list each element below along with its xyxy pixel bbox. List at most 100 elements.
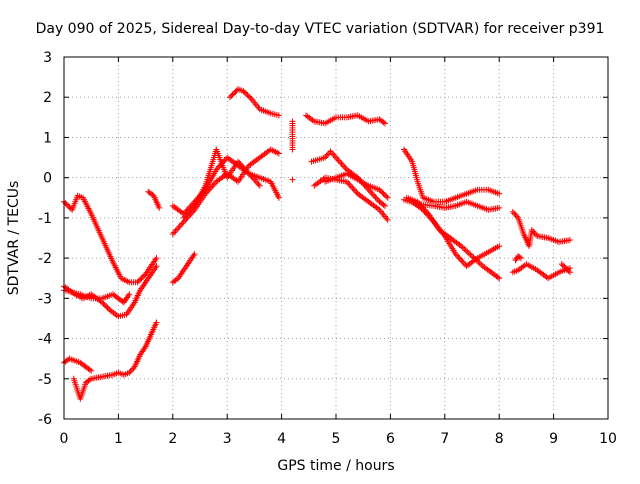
data-point — [243, 90, 250, 97]
series-track-a — [61, 192, 160, 286]
series-track-d — [61, 355, 95, 374]
data-point — [86, 376, 93, 383]
data-point — [100, 300, 107, 307]
data-point — [240, 88, 247, 95]
series-track-x — [512, 253, 524, 264]
series-track-r — [401, 146, 503, 205]
data-point — [289, 146, 296, 153]
data-point — [134, 279, 141, 286]
data-point — [379, 189, 386, 196]
data-point — [275, 194, 282, 201]
data-point — [380, 190, 387, 197]
data-point — [105, 306, 112, 313]
y-tick-label: -5 — [38, 372, 52, 388]
data-point — [517, 255, 524, 262]
y-tick-label: 2 — [43, 90, 52, 106]
x-tick-label: 6 — [386, 431, 395, 447]
series-track-k — [226, 86, 282, 119]
data-point — [380, 201, 387, 208]
plot-frame — [63, 56, 609, 420]
series-track-i — [180, 146, 263, 221]
data-point — [560, 262, 567, 269]
y-tick-label: 1 — [43, 130, 52, 146]
series-track-n — [303, 112, 388, 127]
y-tick-label: -3 — [38, 291, 52, 307]
data-point — [101, 302, 108, 309]
y-tick-label: -2 — [38, 251, 52, 267]
data-point — [135, 277, 142, 284]
data-point — [377, 188, 384, 195]
data-point — [88, 367, 95, 374]
data-point — [104, 304, 111, 311]
data-point — [228, 92, 235, 99]
x-tick-label: 4 — [277, 431, 286, 447]
data-point — [153, 255, 160, 262]
y-tick-label: 3 — [43, 50, 52, 66]
series-track-w — [509, 261, 573, 282]
data-point — [63, 201, 70, 208]
data-point — [191, 251, 198, 258]
data-point — [564, 266, 571, 273]
data-point — [494, 274, 501, 281]
data-point — [561, 263, 568, 270]
x-tick-label: 10 — [599, 431, 617, 447]
data-point — [153, 319, 160, 326]
data-point — [275, 112, 282, 119]
x-tick-label: 1 — [114, 431, 123, 447]
data-point — [66, 204, 73, 211]
data-point — [232, 88, 239, 95]
y-tick-label: -1 — [38, 211, 52, 227]
x-tick-label: 5 — [332, 431, 341, 447]
data-point — [229, 91, 236, 98]
y-tick-label: -6 — [38, 412, 52, 428]
data-point — [156, 204, 163, 211]
data-point — [380, 119, 387, 126]
data-point — [137, 276, 144, 283]
x-tick-label: 2 — [168, 431, 177, 447]
data-point — [381, 202, 388, 209]
data-point — [139, 273, 146, 280]
data-point — [516, 254, 523, 261]
data-point — [153, 263, 160, 270]
data-point — [496, 275, 503, 282]
series-track-l — [289, 118, 296, 153]
data-point — [289, 176, 296, 183]
data-points — [61, 86, 573, 402]
data-point — [244, 92, 251, 99]
series-track-j — [169, 251, 198, 286]
data-point — [383, 193, 390, 200]
data-point — [384, 216, 391, 223]
x-tick-label: 9 — [549, 431, 558, 447]
series-track-m — [289, 176, 296, 183]
series-track-u — [409, 198, 503, 270]
series-track-e — [70, 319, 160, 402]
y-tick-label: 0 — [43, 171, 52, 187]
x-tick-label: 7 — [440, 431, 449, 447]
y-tick-label: -4 — [38, 332, 52, 348]
y-axis-label: SDTVAR / TECUs — [6, 181, 22, 296]
data-point — [126, 291, 133, 298]
data-point — [496, 190, 503, 197]
series-track-v — [509, 208, 573, 250]
data-point — [231, 90, 237, 97]
series-track-f — [145, 188, 163, 211]
data-point — [62, 200, 69, 207]
data-point — [86, 366, 93, 373]
data-point — [245, 93, 252, 100]
data-point — [275, 150, 282, 157]
data-point — [247, 94, 254, 101]
data-point — [256, 182, 263, 189]
data-point — [65, 202, 72, 209]
data-point — [496, 204, 503, 211]
series-track-q — [322, 170, 391, 201]
data-point — [562, 265, 569, 272]
x-tick-label: 8 — [495, 431, 504, 447]
data-point — [558, 261, 565, 268]
data-point — [138, 275, 145, 282]
data-point — [566, 237, 573, 244]
series-track-y — [558, 261, 573, 276]
data-point — [241, 89, 248, 96]
x-tick-label: 0 — [60, 431, 69, 447]
